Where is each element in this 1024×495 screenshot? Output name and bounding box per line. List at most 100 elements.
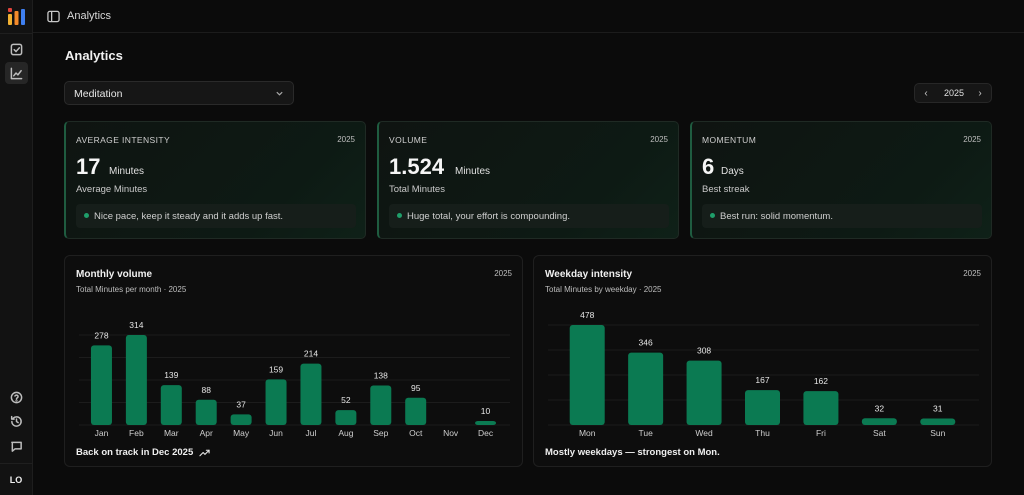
data-label: 167	[755, 375, 769, 385]
chart-bar-oct[interactable]	[405, 397, 427, 425]
chart-bar-thu[interactable]	[745, 390, 780, 425]
trending-up-icon	[199, 449, 210, 456]
year-value: 2025	[943, 88, 965, 98]
tick-label: Nov	[443, 428, 459, 438]
chart-bar-jun[interactable]	[265, 379, 287, 425]
stat-subtitle: Best streak	[702, 184, 750, 195]
stat-year: 2025	[650, 135, 668, 144]
sidebar-item-tasks[interactable]	[5, 38, 28, 60]
stat-card-average-intensity: AVERAGE INTENSITY 2025 17 Minutes Averag…	[64, 121, 366, 239]
activity-select[interactable]: Meditation	[64, 81, 294, 105]
chart-bar-tue[interactable]	[628, 352, 664, 425]
chart-title: Weekday intensity	[545, 269, 633, 280]
chart-bar-may[interactable]	[230, 414, 252, 425]
data-label: 346	[639, 338, 653, 348]
tick-label: Mon	[579, 428, 596, 438]
checkbox-icon	[10, 43, 23, 55]
tick-label: Oct	[409, 428, 423, 438]
stat-year: 2025	[963, 135, 981, 144]
data-label: 31	[933, 404, 943, 414]
tick-label: Jan	[95, 428, 109, 438]
chart-bar-feb[interactable]	[125, 335, 147, 425]
data-label: 162	[814, 376, 828, 386]
chart-bar-jul[interactable]	[300, 363, 322, 425]
chart-bar-sep[interactable]	[370, 385, 392, 425]
chart-footer-text: Mostly weekdays — strongest on Mon.	[545, 447, 720, 458]
messages-button[interactable]	[5, 435, 28, 457]
status-dot-icon	[84, 213, 89, 218]
data-label: 88	[201, 385, 211, 395]
tick-label: Sat	[873, 428, 886, 438]
next-year-button[interactable]: ›	[978, 88, 982, 99]
stat-note: Nice pace, keep it steady and it adds up…	[76, 204, 356, 228]
chart-bar-jan[interactable]	[90, 345, 112, 425]
stat-label: VOLUME	[389, 135, 428, 145]
data-label: 159	[269, 364, 283, 374]
chart-bar-sun[interactable]	[920, 418, 956, 425]
app-logo-icon[interactable]	[8, 8, 25, 25]
help-icon	[10, 391, 23, 403]
stat-label: AVERAGE INTENSITY	[76, 135, 171, 145]
tick-label: Wed	[695, 428, 713, 438]
stat-subtitle: Average Minutes	[76, 184, 148, 195]
data-label: 32	[875, 403, 885, 413]
tick-label: Feb	[129, 428, 144, 438]
stat-unit: Days	[721, 166, 744, 177]
chart-bar-aug[interactable]	[335, 410, 357, 425]
tick-label: Jul	[306, 428, 317, 438]
sidebar: LO	[0, 0, 33, 495]
prev-year-button[interactable]: ‹	[924, 88, 928, 99]
tick-label: Aug	[338, 428, 353, 438]
data-label: 52	[341, 395, 351, 405]
monthly-volume-card: 278 Jan 314 Feb 139 Mar 88 Apr 37 May 159 Jun 214 Jul…	[64, 255, 523, 467]
chevron-down-icon	[276, 91, 283, 96]
chart-subtitle: Total Minutes by weekday · 2025	[545, 285, 662, 294]
tick-label: Sun	[930, 428, 945, 438]
chart-year: 2025	[963, 269, 981, 278]
message-icon	[11, 441, 22, 452]
sidebar-toggle-icon[interactable]	[47, 10, 60, 23]
chart-bar-mon[interactable]	[569, 325, 605, 425]
data-label: 139	[164, 370, 178, 380]
sidebar-divider	[0, 33, 33, 34]
chart-footer-text: Back on track in Dec 2025	[76, 447, 194, 458]
avatar[interactable]: LO	[9, 475, 23, 485]
stat-note-text: Huge total, your effort is compounding.	[407, 211, 571, 222]
stat-label: MOMENTUM	[702, 135, 757, 145]
chart-bar-wed[interactable]	[686, 360, 722, 425]
chart-year: 2025	[494, 269, 512, 278]
stat-subtitle: Total Minutes	[389, 184, 445, 195]
chart-footer: Mostly weekdays — strongest on Mon.	[545, 447, 720, 458]
tick-label: May	[233, 428, 250, 438]
data-label: 278	[94, 330, 108, 340]
stat-value: 6	[702, 154, 715, 179]
chart-bar-sat[interactable]	[861, 418, 897, 425]
chart-bar-apr[interactable]	[195, 399, 217, 425]
chart-line-icon	[10, 67, 23, 79]
history-button[interactable]	[5, 410, 28, 432]
data-label: 314	[129, 320, 143, 330]
chart-bar-mar[interactable]	[160, 385, 182, 425]
chart-footer: Back on track in Dec 2025	[76, 447, 210, 458]
chart-bar-dec[interactable]	[475, 421, 497, 425]
data-label: 10	[481, 406, 491, 416]
chart-bar-fri[interactable]	[803, 391, 839, 425]
stat-unit: Minutes	[109, 166, 145, 177]
stat-card-volume: VOLUME 2025 1.524 Minutes Total Minutes …	[377, 121, 679, 239]
data-label: 138	[374, 370, 388, 380]
data-label: 478	[580, 310, 594, 320]
stat-note: Best run: solid momentum.	[702, 204, 982, 228]
tick-label: Mar	[164, 428, 179, 438]
status-dot-icon	[710, 213, 715, 218]
data-label: 95	[411, 383, 421, 393]
status-dot-icon	[397, 213, 402, 218]
year-navigator: ‹ 2025 ›	[914, 83, 992, 103]
sidebar-item-analytics[interactable]	[5, 62, 28, 84]
stat-year: 2025	[337, 135, 355, 144]
data-label: 308	[697, 346, 711, 356]
monthly-volume-chart: 278 Jan 314 Feb 139 Mar 88 Apr 37 May 159 Jun 214 Jul…	[79, 320, 510, 438]
help-button[interactable]	[5, 386, 28, 408]
stat-unit: Minutes	[455, 166, 491, 177]
weekday-intensity-chart: 478 Mon 346 Tue 308 Wed 167 Thu 162 Fri 32 Sat 31 Sun	[548, 310, 979, 438]
stat-note-text: Nice pace, keep it steady and it adds up…	[94, 211, 284, 222]
